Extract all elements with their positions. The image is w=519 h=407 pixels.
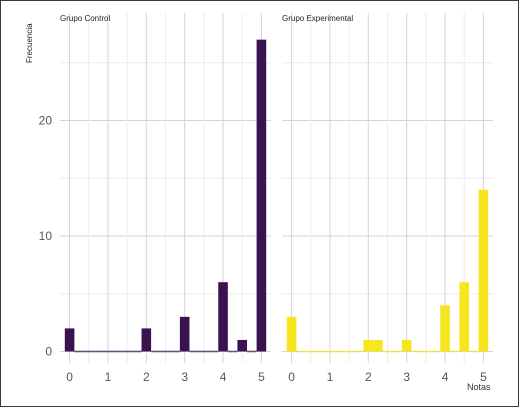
bar bbox=[373, 339, 383, 352]
x-tick-label: 1 bbox=[105, 370, 112, 384]
bar bbox=[459, 282, 470, 352]
bar bbox=[179, 316, 190, 352]
bar-zero bbox=[160, 350, 171, 353]
x-tick-label: 3 bbox=[403, 370, 410, 384]
y-tick-label: 20 bbox=[39, 114, 53, 128]
bar-zero bbox=[325, 350, 335, 353]
bar-zero bbox=[469, 350, 479, 353]
x-tick-label: 5 bbox=[258, 370, 265, 384]
bar-zero bbox=[131, 350, 142, 353]
bar-zero bbox=[315, 350, 326, 353]
x-tick-label: 3 bbox=[181, 370, 188, 384]
bar-zero bbox=[122, 350, 132, 353]
bar-zero bbox=[344, 350, 354, 353]
bar bbox=[237, 339, 248, 352]
labels: Grupo Control Grupo Experimental Frecuen… bbox=[25, 14, 491, 392]
bar-zero bbox=[296, 350, 306, 353]
panel-title-experimental: Grupo Experimental bbox=[282, 14, 353, 23]
bar-zero bbox=[83, 350, 94, 353]
bar-zero bbox=[227, 350, 238, 353]
bar bbox=[256, 39, 267, 352]
gridlines bbox=[60, 13, 493, 363]
bar-zero bbox=[449, 350, 460, 353]
bar-zero bbox=[247, 350, 257, 353]
panel-title-control: Grupo Control bbox=[60, 14, 110, 23]
y-axis-label: Frecuencia bbox=[25, 23, 34, 63]
bar-zero bbox=[112, 350, 123, 353]
bar-zero bbox=[334, 350, 345, 353]
x-tick-label: 4 bbox=[220, 370, 227, 384]
y-tick-label: 10 bbox=[39, 229, 53, 243]
x-tick-label: 2 bbox=[365, 370, 372, 384]
bar-zero bbox=[74, 350, 84, 353]
x-tick-label: 5 bbox=[480, 370, 487, 384]
bar bbox=[401, 339, 412, 352]
bar-zero bbox=[151, 350, 161, 353]
x-axis-label: Notas bbox=[467, 382, 491, 392]
bars bbox=[64, 39, 489, 353]
bar-zero bbox=[392, 350, 402, 353]
bar-zero bbox=[421, 350, 431, 353]
x-tick-label: 2 bbox=[143, 370, 150, 384]
bar bbox=[363, 339, 374, 352]
bar-zero bbox=[170, 350, 180, 353]
bar-zero bbox=[199, 350, 209, 353]
y-tick-label: 0 bbox=[45, 345, 52, 359]
bar bbox=[218, 282, 228, 352]
bar bbox=[440, 305, 450, 352]
bar-zero bbox=[189, 350, 200, 353]
bar-zero bbox=[353, 350, 364, 353]
x-tick-label: 0 bbox=[66, 370, 73, 384]
x-tick-label: 4 bbox=[442, 370, 449, 384]
bar-zero bbox=[305, 350, 316, 353]
x-tick-label: 1 bbox=[327, 370, 334, 384]
bar-zero bbox=[103, 350, 113, 353]
x-tick-label: 0 bbox=[288, 370, 295, 384]
bar bbox=[141, 328, 152, 352]
bar-zero bbox=[430, 350, 441, 353]
bar bbox=[478, 189, 489, 352]
bar bbox=[64, 328, 75, 352]
bar bbox=[286, 316, 297, 352]
bar-zero bbox=[411, 350, 422, 353]
bar-zero bbox=[208, 350, 219, 353]
bar-zero bbox=[93, 350, 104, 353]
bar-zero bbox=[382, 350, 393, 353]
